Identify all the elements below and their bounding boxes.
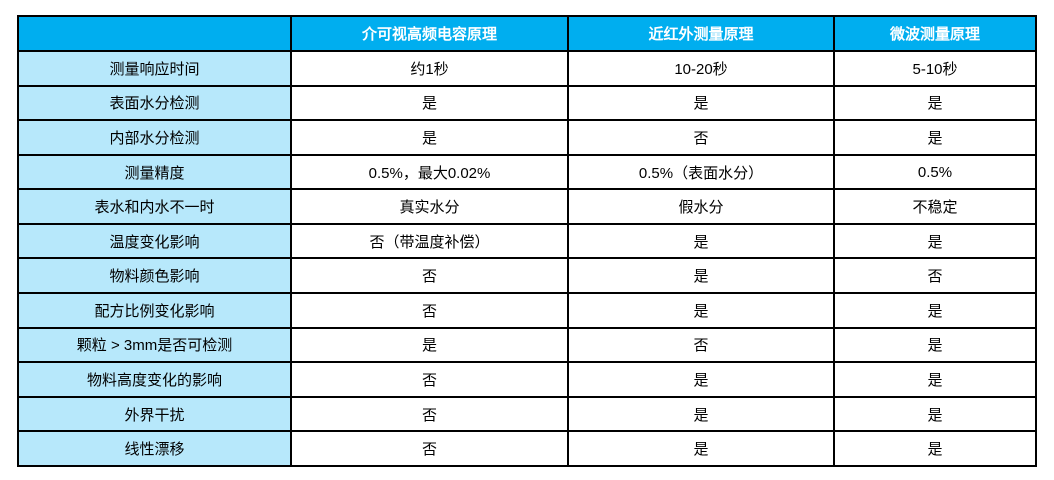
table-cell: 是 bbox=[833, 361, 1037, 398]
table-cell: 假水分 bbox=[567, 188, 835, 225]
row-label: 物料颜色影响 bbox=[17, 257, 292, 295]
row-label: 温度变化影响 bbox=[17, 222, 292, 260]
table-cell: 是 bbox=[567, 222, 835, 260]
table-cell: 0.5% bbox=[833, 153, 1037, 191]
table-row: 配方比例变化影响 否 是 是 bbox=[17, 292, 1037, 329]
table-cell: 10-20秒 bbox=[567, 50, 835, 87]
table-row: 颗粒 > 3mm是否可检测 是 否 是 bbox=[17, 326, 1037, 364]
table-cell: 真实水分 bbox=[290, 188, 569, 225]
table-cell: 是 bbox=[567, 257, 835, 295]
table-row: 表面水分检测 是 是 是 bbox=[17, 84, 1037, 122]
table-cell: 是 bbox=[833, 84, 1037, 122]
row-label: 表面水分检测 bbox=[17, 84, 292, 122]
table-cell: 是 bbox=[833, 326, 1037, 364]
table-cell: 是 bbox=[567, 292, 835, 329]
table-cell: 是 bbox=[290, 84, 569, 122]
table-row: 内部水分检测 是 否 是 bbox=[17, 119, 1037, 156]
table-cell: 约1秒 bbox=[290, 50, 569, 87]
table-cell: 否 bbox=[833, 257, 1037, 295]
table-cell: 是 bbox=[833, 222, 1037, 260]
table-cell: 不稳定 bbox=[833, 188, 1037, 225]
table-cell: 否 bbox=[567, 119, 835, 156]
table-row: 物料高度变化的影响 否 是 是 bbox=[17, 361, 1037, 398]
table-row: 测量响应时间 约1秒 10-20秒 5-10秒 bbox=[17, 50, 1037, 87]
row-label: 颗粒 > 3mm是否可检测 bbox=[17, 326, 292, 364]
table-cell: 是 bbox=[833, 430, 1037, 467]
corner-cell bbox=[17, 15, 292, 52]
row-label: 物料高度变化的影响 bbox=[17, 361, 292, 398]
table-cell: 5-10秒 bbox=[833, 50, 1037, 87]
table-cell: 0.5%，最大0.02% bbox=[290, 153, 569, 191]
table-cell: 否 bbox=[290, 430, 569, 467]
header-row: 介可视高频电容原理 近红外测量原理 微波测量原理 bbox=[17, 15, 1037, 52]
table-row: 物料颜色影响 否 是 否 bbox=[17, 257, 1037, 295]
row-label: 测量精度 bbox=[17, 153, 292, 191]
table-cell: 否 bbox=[290, 292, 569, 329]
table-row: 线性漂移 否 是 是 bbox=[17, 430, 1037, 467]
table-cell: 是 bbox=[833, 119, 1037, 156]
table-cell: 否 bbox=[290, 395, 569, 433]
comparison-table: 介可视高频电容原理 近红外测量原理 微波测量原理 测量响应时间 约1秒 10-2… bbox=[17, 15, 1037, 467]
table-cell: 是 bbox=[567, 430, 835, 467]
row-label: 表水和内水不一时 bbox=[17, 188, 292, 225]
comparison-table-container: 介可视高频电容原理 近红外测量原理 微波测量原理 测量响应时间 约1秒 10-2… bbox=[17, 15, 1037, 467]
row-label: 线性漂移 bbox=[17, 430, 292, 467]
column-header-microwave: 微波测量原理 bbox=[833, 15, 1037, 52]
table-cell: 是 bbox=[833, 395, 1037, 433]
row-label: 内部水分检测 bbox=[17, 119, 292, 156]
table-row: 表水和内水不一时 真实水分 假水分 不稳定 bbox=[17, 188, 1037, 225]
table-cell: 否 bbox=[567, 326, 835, 364]
table-row: 测量精度 0.5%，最大0.02% 0.5%（表面水分） 0.5% bbox=[17, 153, 1037, 191]
table-cell: 是 bbox=[567, 395, 835, 433]
table-cell: 是 bbox=[290, 119, 569, 156]
table-cell: 是 bbox=[290, 326, 569, 364]
table-cell: 否 bbox=[290, 361, 569, 398]
row-label: 测量响应时间 bbox=[17, 50, 292, 87]
table-cell: 0.5%（表面水分） bbox=[567, 153, 835, 191]
column-header-nir: 近红外测量原理 bbox=[567, 15, 835, 52]
table-cell: 是 bbox=[567, 361, 835, 398]
column-header-jiekeshi: 介可视高频电容原理 bbox=[290, 15, 569, 52]
row-label: 外界干扰 bbox=[17, 395, 292, 433]
table-row: 温度变化影响 否（带温度补偿） 是 是 bbox=[17, 222, 1037, 260]
table-cell: 否 bbox=[290, 257, 569, 295]
table-cell: 是 bbox=[833, 292, 1037, 329]
table-row: 外界干扰 否 是 是 bbox=[17, 395, 1037, 433]
row-label: 配方比例变化影响 bbox=[17, 292, 292, 329]
table-cell: 是 bbox=[567, 84, 835, 122]
table-cell: 否（带温度补偿） bbox=[290, 222, 569, 260]
